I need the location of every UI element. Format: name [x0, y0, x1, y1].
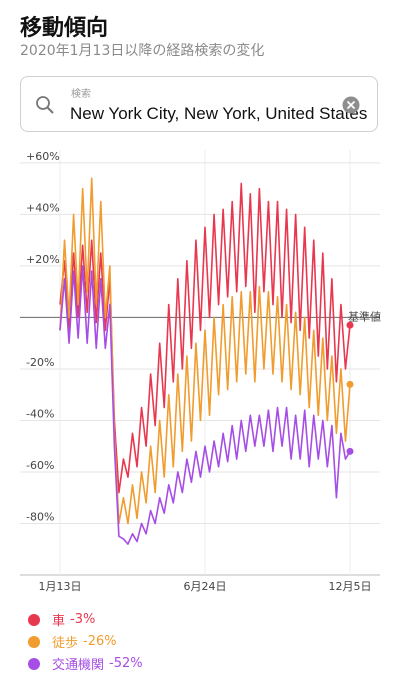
end-dot [346, 321, 354, 329]
y-tick-label: +40% [26, 201, 60, 214]
legend-name: 徒歩 [52, 636, 79, 651]
clear-button[interactable] [342, 96, 360, 114]
y-tick-label: -60% [26, 459, 54, 472]
legend-value: -3% [70, 612, 96, 627]
y-tick-label: -80% [26, 510, 54, 523]
legend-name: 交通機関 [52, 658, 105, 673]
y-tick-label: -40% [26, 407, 54, 420]
search-query: New York City, New York, United States [70, 104, 368, 123]
series-line [59, 182, 351, 494]
search-label: 検索 [71, 89, 91, 100]
legend-entry: 車 -3% [28, 610, 95, 629]
baseline-label: 基準値 [348, 309, 381, 323]
title: 移動傾向 [20, 16, 109, 41]
legend-entry: 徒歩 -26% [28, 632, 117, 651]
legend-value: -52% [109, 656, 143, 671]
y-tick-label: -20% [26, 356, 54, 369]
end-dot [346, 447, 354, 455]
chart: 1月13日 6月24日 12月5日 +60% +40% +20% 基準値 -20% -40% -6… [20, 150, 381, 593]
legend-dot [28, 635, 40, 648]
legend-value: -26% [83, 634, 117, 649]
x-tick-label: 1月13日 [39, 580, 82, 593]
series-line [59, 265, 351, 545]
end-dot [346, 380, 354, 388]
subtitle: 2020年1月13日以降の経路検索の変化 [20, 43, 265, 59]
series-line [59, 177, 351, 525]
search-icon [36, 96, 54, 114]
search-box[interactable]: 検索 New York City, New York, United State… [20, 76, 378, 132]
legend-dot [28, 613, 40, 626]
y-tick-label: +60% [26, 150, 60, 163]
legend-dot [28, 657, 40, 670]
legend-entry: 交通機関 -52% [28, 654, 143, 673]
x-tick-label: 12月5日 [329, 580, 372, 593]
x-tick-label: 6月24日 [184, 580, 227, 593]
y-tick-label: +20% [26, 253, 60, 266]
legend-name: 車 [52, 614, 66, 629]
